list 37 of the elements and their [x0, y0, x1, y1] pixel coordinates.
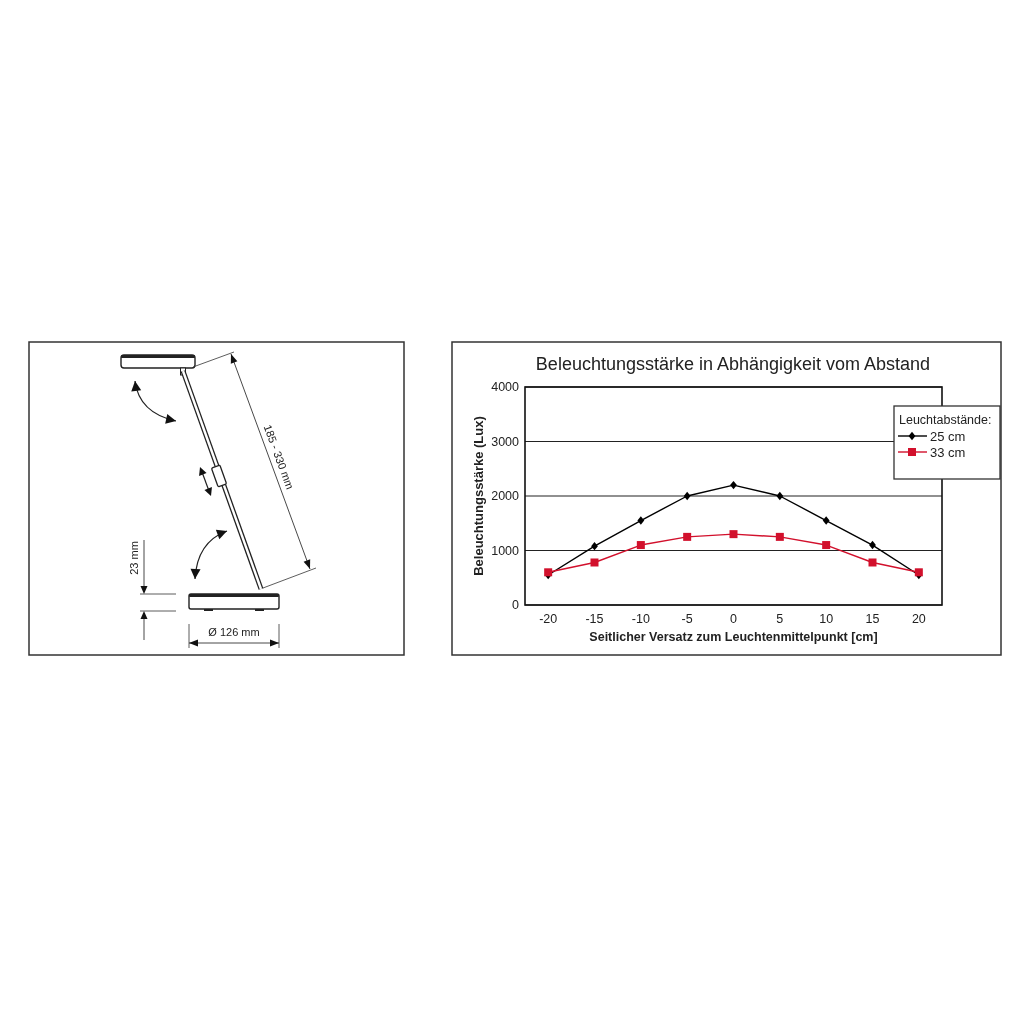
point — [683, 491, 691, 501]
y-tick-label: 0 — [512, 598, 520, 612]
point — [776, 491, 784, 501]
point — [683, 532, 692, 541]
y-tick-label: 1000 — [491, 543, 520, 558]
point — [869, 540, 876, 550]
x-tick-label: -5 — [681, 612, 693, 626]
y-axis-title: Beleuchtungsstärke (Lux) — [470, 416, 486, 576]
legend-label: 33 cm — [930, 444, 966, 460]
x-tick-label: 10 — [819, 612, 834, 626]
chart-title: Beleuchtungsstärke in Abhängigkeit vom Abstand — [535, 354, 931, 374]
x-tick-label: 20 — [911, 612, 926, 626]
x-axis-title: Seitlicher Versatz zum Leuchtenmittelpunkt [cm] — [589, 630, 878, 644]
text: Ø 126 mm — [208, 626, 260, 638]
x-tick-label: 5 — [776, 612, 784, 626]
x-tick-label: 15 — [865, 612, 880, 626]
point — [637, 516, 645, 525]
point — [775, 532, 784, 541]
point — [729, 530, 738, 539]
text: 23 mm — [128, 541, 140, 575]
y-tick-label: 4000 — [491, 380, 520, 394]
y-tick-label: 2000 — [491, 489, 520, 503]
point — [868, 558, 877, 567]
text: 185 - 330 mm — [261, 423, 297, 491]
x-tick-label: -15 — [585, 612, 604, 626]
point — [730, 480, 737, 490]
point — [590, 558, 599, 567]
point — [822, 541, 831, 550]
x-tick-label: -20 — [539, 612, 558, 626]
legend-title: Leuchtabstände: — [899, 413, 992, 427]
x-tick-label: 0 — [730, 612, 738, 626]
point — [636, 541, 645, 550]
y-tick-label: 3000 — [491, 434, 520, 449]
legend-label: 25 cm — [930, 428, 966, 444]
x-tick-label: -10 — [631, 612, 650, 626]
point — [591, 541, 598, 551]
point — [822, 516, 830, 525]
